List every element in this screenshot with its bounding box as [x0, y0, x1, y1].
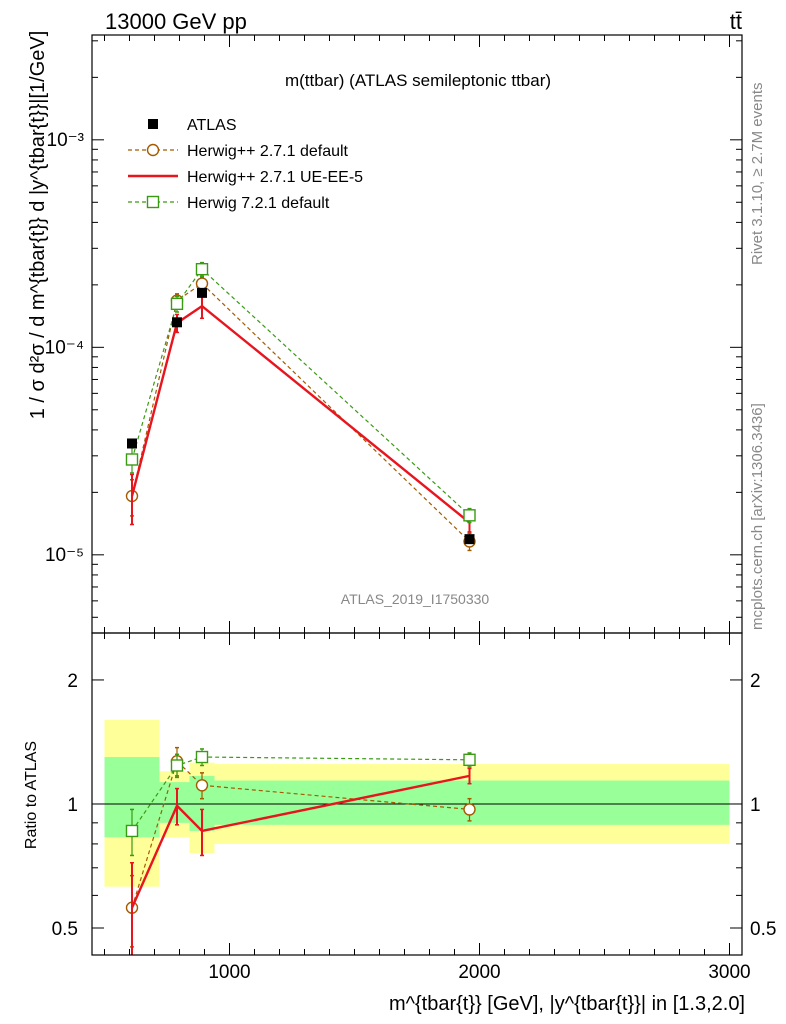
ratio-y-tick-label-left: 0.5: [52, 919, 78, 940]
x-tick-label: 2000: [458, 962, 500, 983]
ratio-y-tick-label-right: 1: [750, 795, 761, 816]
legend-label: Herwig++ 2.7.1 UE-EE-5: [187, 169, 363, 186]
main-y-tick-label: 10⁻³: [47, 130, 85, 151]
ratio-point: [195, 779, 209, 792]
main-series-3: [125, 261, 476, 524]
main-series-atlas: [127, 287, 475, 545]
main-y-tick-label: 10⁻⁵: [45, 545, 84, 566]
ratio-point: [195, 750, 209, 764]
main-title: m(ttbar) (ATLAS semileptonic ttbar): [285, 71, 551, 90]
main-series-line: [131, 268, 470, 516]
ratio-point: [463, 803, 476, 816]
ratio-series-line: [131, 760, 470, 908]
ratio-series-2: [125, 748, 476, 857]
atlas-data-point: [197, 287, 207, 298]
ratio-point: [170, 759, 184, 772]
analysis-watermark: ATLAS_2019_I1750330: [341, 591, 490, 607]
ratio-uncertainty-band-inner: [159, 782, 190, 823]
ratio-panel: 0.5 0.5 1 1 2 2 1000 2000 3000 Ratio to ATLAS m^…: [23, 632, 776, 1015]
ratio-y-tick-label-right: 2: [750, 671, 761, 692]
legend-marker: [146, 143, 160, 157]
ratio-series-line: [130, 774, 470, 909]
ratio-y-tick-label-left: 1: [67, 795, 78, 816]
main-point: [170, 297, 184, 311]
main-point: [195, 277, 209, 290]
ratio-content: [92, 719, 742, 955]
ratio-uncertainty-band-inner: [214, 780, 730, 825]
atlas-data-point: [464, 534, 475, 545]
header-left-label: 13000 GeV pp: [105, 9, 247, 34]
main-y-axis-label: 1 / σ d²σ / d m^{tbar{t}} d |y^{tbar{t}}…: [27, 31, 49, 420]
legend-label: Herwig++ 2.7.1 default: [187, 143, 349, 160]
legend-marker: [146, 195, 160, 209]
main-y-tick-label: 10⁻⁴: [45, 337, 84, 358]
atlas-data-point: [127, 438, 137, 449]
legend: ATLAS Herwig++ 2.7.1 default Herwig++ 2.7.…: [128, 117, 363, 212]
main-series-line: [131, 282, 470, 542]
x-tick-label: 1000: [208, 962, 250, 983]
rivet-version-label: Rivet 3.1.10, ≥ 2.7M events: [749, 83, 766, 266]
ratio-point: [125, 824, 139, 838]
main-point: [463, 509, 476, 522]
ratio-y-tick-label-left: 2: [67, 671, 78, 692]
legend-marker: [148, 119, 158, 129]
ratio-series-line: [131, 756, 470, 832]
ratio-plot-area: 0.5 0.5 1 1 2 2 1000 2000 3000: [52, 632, 776, 983]
ratio-series-1: [130, 767, 472, 955]
legend-label: Herwig 7.2.1 default: [187, 195, 330, 212]
atlas-data-point: [172, 317, 182, 328]
x-axis-label: m^{tbar{t}} [GeV], |y^{tbar{t}}| in [1.3…: [389, 993, 745, 1015]
main-point: [195, 262, 209, 276]
main-series-2: [130, 294, 472, 533]
ratio-point: [463, 753, 476, 767]
x-tick-label: 3000: [708, 962, 750, 983]
mcplots-source-label: mcplots.cern.ch [arXiv:1306.3436]: [749, 403, 766, 630]
main-series-line: [130, 304, 471, 524]
main-point: [125, 453, 139, 466]
ratio-y-axis-label: Ratio to ATLAS: [23, 741, 40, 849]
ratio-frame: [91, 632, 743, 956]
header-right-label: tt̄: [730, 9, 742, 34]
legend-label: ATLAS: [187, 117, 237, 134]
ratio-y-tick-label-right: 0.5: [750, 919, 776, 940]
main-panel: 10⁻⁵ 10⁻⁴ 10⁻³ m(ttbar) (ATLAS semileptoni…: [27, 31, 743, 634]
